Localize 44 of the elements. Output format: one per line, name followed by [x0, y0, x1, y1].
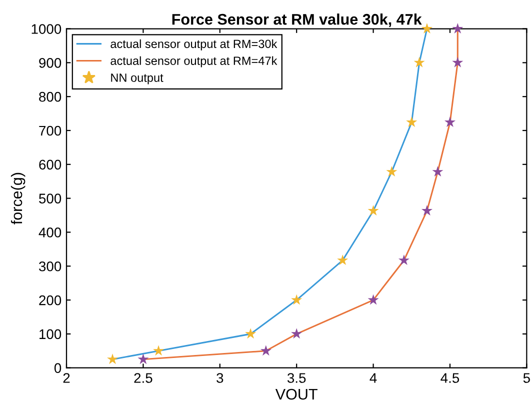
y-tick-label: 800 — [39, 92, 62, 102]
point — [291, 294, 302, 305]
point — [444, 116, 456, 128]
x-tick-label: 5 — [523, 373, 530, 383]
x-tick-label: 3.5 — [287, 373, 306, 383]
y-tick-label: 700 — [39, 126, 62, 136]
y-tick-label: 200 — [39, 295, 62, 306]
point — [406, 116, 418, 128]
y-tick-label: 900 — [39, 58, 62, 68]
chart-title: Force Sensor at RM value 30k, 47k — [172, 14, 422, 27]
point — [337, 254, 348, 266]
y-tick-label: 600 — [39, 160, 62, 170]
point — [421, 205, 432, 216]
y-tick-label: 100 — [40, 329, 62, 340]
point — [260, 345, 272, 356]
legend-label: actual sensor output at RM=30k — [110, 39, 278, 50]
x-tick-label: 3 — [216, 373, 224, 383]
y-tick-label: 400 — [38, 228, 62, 238]
y-tick-label: 1000 — [32, 24, 62, 34]
point — [106, 354, 118, 364]
x-axis-title: VOUT — [275, 388, 318, 400]
point — [245, 328, 256, 339]
point — [386, 166, 398, 177]
point — [398, 254, 410, 266]
x-tick-label: 4.5 — [440, 373, 460, 383]
legend-label: NN output — [111, 74, 164, 84]
x-tick-label: 4 — [370, 373, 377, 383]
x-tick-label: 2.5 — [134, 373, 152, 383]
point — [368, 294, 379, 305]
y-tick-label: 500 — [39, 194, 62, 204]
point — [452, 56, 464, 68]
point — [432, 166, 444, 177]
point — [368, 205, 379, 216]
point — [452, 22, 464, 34]
point — [153, 345, 164, 356]
y-axis-title: force(g) — [10, 172, 26, 224]
point — [421, 22, 432, 34]
x-tick-label: 2 — [63, 373, 70, 383]
legend-label: actual sensor output at RM=47k — [110, 56, 278, 68]
y-tick-label: 0 — [54, 363, 62, 374]
point — [414, 56, 425, 68]
point — [291, 328, 302, 339]
y-tick-label: 300 — [39, 261, 62, 272]
point — [138, 354, 149, 364]
